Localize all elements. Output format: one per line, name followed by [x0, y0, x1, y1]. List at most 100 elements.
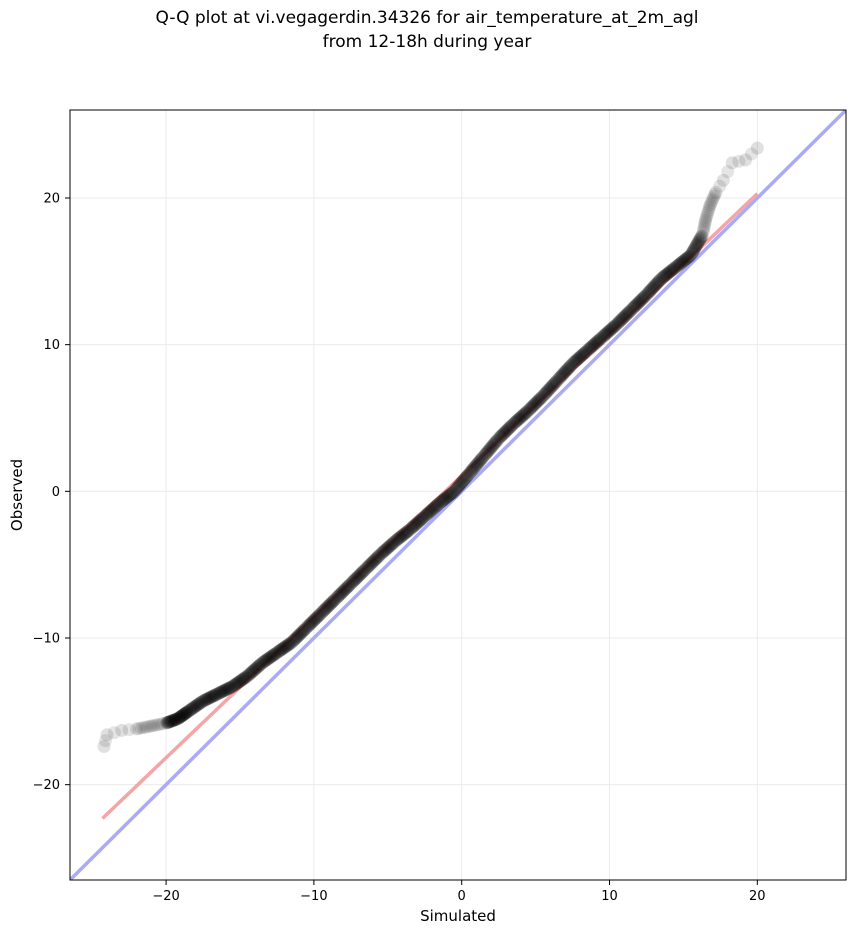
quantile-point	[365, 556, 379, 570]
quantile-point	[704, 196, 718, 210]
quantile-point	[498, 426, 512, 440]
quantile-point	[250, 661, 264, 675]
quantile-point	[317, 603, 331, 617]
quantile-point	[234, 674, 248, 688]
quantile-point	[688, 241, 702, 255]
quantile-point	[371, 550, 385, 564]
quantile-point	[666, 262, 680, 276]
quantile-point	[275, 642, 289, 656]
quantile-point	[635, 292, 649, 306]
quantile-point	[504, 419, 518, 433]
quantile-point	[205, 690, 219, 704]
quantile-point	[189, 699, 203, 713]
quantile-point	[721, 165, 735, 179]
quantile-point	[643, 284, 657, 298]
quantile-point	[433, 496, 447, 510]
quantile-point	[218, 683, 232, 697]
quantile-point	[413, 513, 427, 527]
quantile-point	[571, 352, 585, 366]
quantile-point	[627, 300, 641, 314]
y-tick-label: 20	[43, 192, 60, 207]
quantile-point	[623, 304, 637, 318]
quantile-point	[212, 686, 226, 700]
quantile-point	[316, 604, 330, 618]
quantile-point	[410, 516, 424, 530]
quantile-point	[319, 601, 333, 615]
x-axis-ticks: −20 −10 0 10 20	[152, 880, 766, 904]
quantile-point	[422, 505, 436, 519]
quantile-point	[160, 716, 174, 730]
quantile-point	[675, 255, 689, 269]
quantile-point	[423, 504, 437, 518]
quantile-point	[498, 425, 512, 439]
quantile-point	[482, 444, 496, 458]
quantile-point	[698, 215, 712, 229]
quantile-point	[246, 664, 260, 678]
quantile-point	[307, 613, 321, 627]
quantile-point	[301, 619, 315, 633]
quantile-point	[661, 266, 675, 280]
quantile-point	[585, 339, 599, 353]
quantile-point	[482, 443, 496, 457]
quantile-point	[637, 290, 651, 304]
quantile-point	[703, 198, 717, 212]
quantile-point	[400, 525, 414, 539]
quantile-point	[289, 631, 303, 645]
quantile-point	[266, 648, 280, 662]
quantile-point	[555, 368, 569, 382]
quantile-point	[605, 322, 619, 336]
quantile-point	[494, 429, 508, 443]
quantile-point	[286, 634, 300, 648]
quantile-point	[652, 274, 666, 288]
quantile-point	[318, 602, 332, 616]
quantile-point	[441, 489, 455, 503]
quantile-point	[518, 407, 532, 421]
quantile-point	[338, 583, 352, 597]
quantile-point	[281, 638, 295, 652]
quantile-point	[300, 620, 314, 634]
quantile-point	[175, 709, 189, 723]
quantile-point	[667, 262, 681, 276]
quantile-point	[361, 560, 375, 574]
quantile-point	[418, 509, 432, 523]
quantile-point	[686, 244, 700, 258]
quantile-point	[632, 295, 646, 309]
quantile-point	[461, 468, 475, 482]
quantile-point	[336, 584, 350, 598]
quantile-point	[216, 684, 230, 698]
quantile-point	[593, 332, 607, 346]
quantile-point	[626, 301, 640, 315]
quantile-point	[261, 652, 275, 666]
grid-lines	[70, 110, 846, 880]
quantile-point	[180, 705, 194, 719]
y-axis-ticks: −20 −10 0 10 20	[33, 192, 70, 793]
quantile-point	[609, 318, 623, 332]
quantile-point	[167, 713, 181, 727]
quantile-point	[529, 396, 543, 410]
quantile-point	[716, 173, 730, 187]
quantile-point	[541, 384, 555, 398]
quantile-point	[374, 547, 388, 561]
quantile-point	[581, 343, 595, 357]
quantile-point	[586, 338, 600, 352]
quantile-point	[514, 410, 528, 424]
quantile-point	[258, 654, 272, 668]
quantile-point	[265, 649, 279, 663]
quantile-point	[603, 324, 617, 338]
quantile-point	[394, 529, 408, 543]
quantile-point	[428, 500, 442, 514]
quantile-point	[165, 714, 179, 728]
quantile-point	[207, 688, 221, 702]
quantile-point	[631, 296, 645, 310]
quantile-point	[631, 296, 645, 310]
quantile-point	[314, 607, 328, 621]
quantile-point	[197, 693, 211, 707]
quantile-point	[633, 294, 647, 308]
quantile-point	[640, 287, 654, 301]
quantile-point	[611, 316, 625, 330]
quantile-point	[695, 230, 709, 244]
quantile-point	[217, 684, 231, 698]
quantile-point	[527, 398, 541, 412]
quantile-point	[540, 385, 554, 399]
quantile-point	[414, 513, 428, 527]
